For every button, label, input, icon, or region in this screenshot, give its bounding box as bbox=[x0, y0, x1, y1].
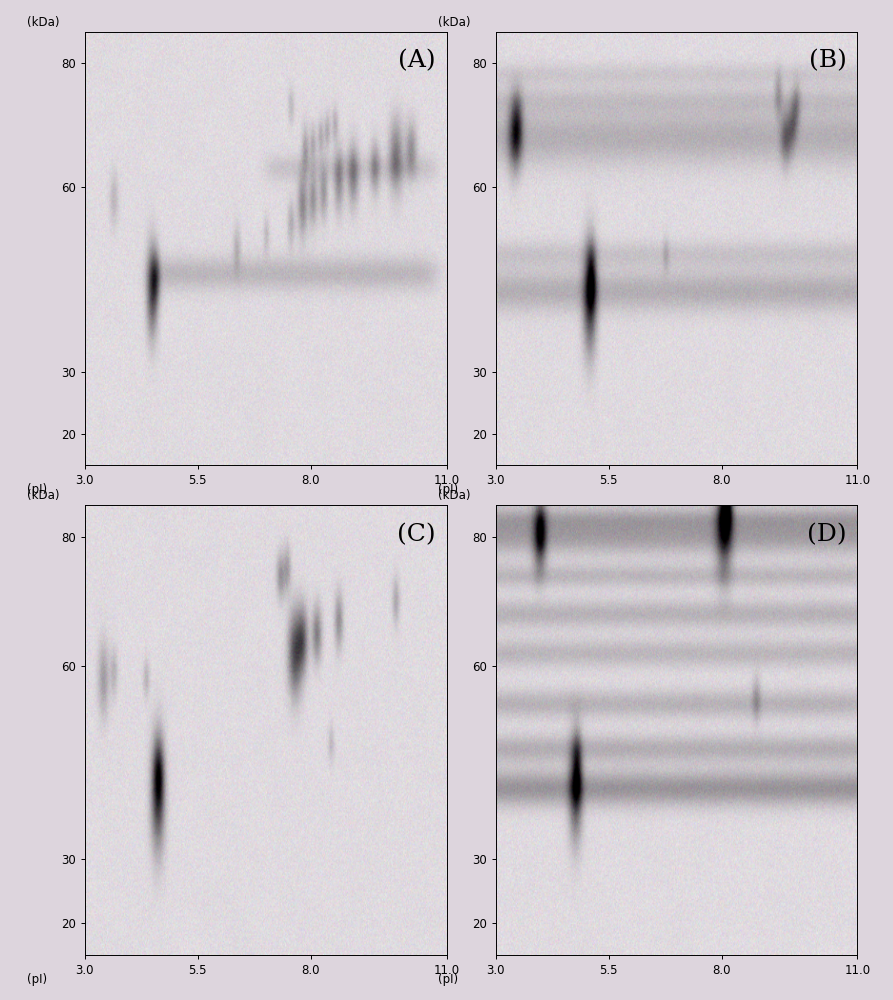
Text: (B): (B) bbox=[808, 49, 847, 72]
Text: (pI): (pI) bbox=[27, 973, 47, 986]
Text: (pI): (pI) bbox=[438, 483, 458, 496]
Text: (kDa): (kDa) bbox=[27, 16, 59, 29]
Text: (kDa): (kDa) bbox=[27, 489, 59, 502]
Text: (pI): (pI) bbox=[27, 483, 47, 496]
Text: (D): (D) bbox=[806, 523, 847, 546]
Text: (pI): (pI) bbox=[438, 973, 458, 986]
Text: (kDa): (kDa) bbox=[438, 16, 470, 29]
Text: (A): (A) bbox=[398, 49, 436, 72]
Text: (C): (C) bbox=[397, 523, 436, 546]
Text: (kDa): (kDa) bbox=[438, 489, 470, 502]
